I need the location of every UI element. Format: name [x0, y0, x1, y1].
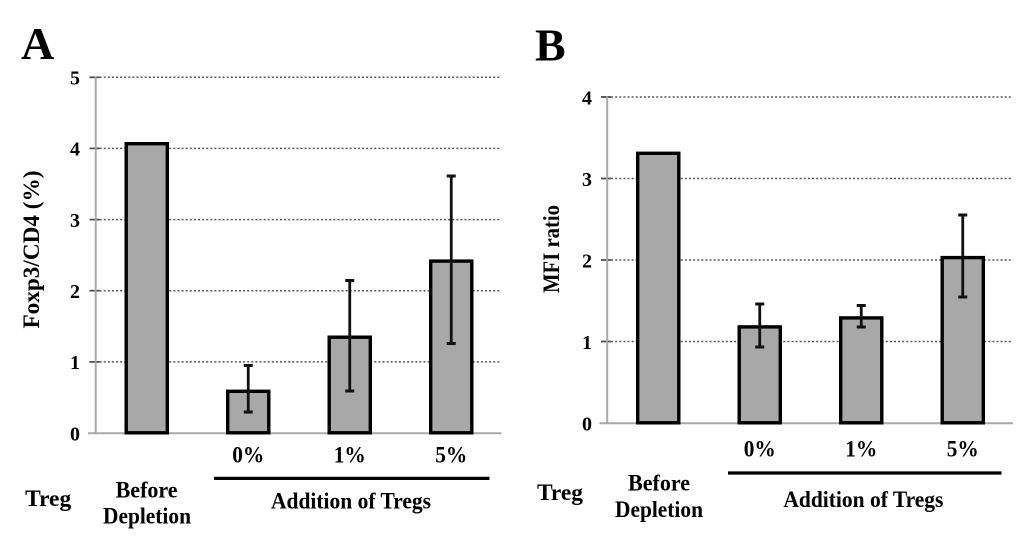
svg-text:0%: 0%	[232, 443, 264, 468]
svg-text:1%: 1%	[334, 443, 366, 468]
svg-text:4: 4	[70, 139, 80, 161]
svg-text:3: 3	[70, 210, 80, 232]
svg-text:Treg: Treg	[537, 480, 584, 505]
svg-text:5%: 5%	[435, 443, 467, 468]
svg-text:Before: Before	[116, 478, 178, 503]
svg-text:1%: 1%	[845, 437, 877, 462]
svg-text:1: 1	[582, 332, 592, 354]
svg-text:0: 0	[70, 423, 80, 445]
svg-text:4: 4	[582, 87, 592, 109]
svg-text:B: B	[535, 20, 566, 71]
svg-text:0%: 0%	[744, 437, 776, 462]
svg-text:Depletion: Depletion	[615, 497, 703, 522]
svg-text:Before: Before	[628, 471, 690, 496]
svg-text:Addition of Tregs: Addition of Tregs	[783, 487, 943, 512]
svg-text:1: 1	[70, 352, 80, 374]
svg-text:Addition of Tregs: Addition of Tregs	[271, 488, 431, 513]
svg-text:Depletion: Depletion	[103, 503, 191, 528]
svg-text:2: 2	[582, 250, 592, 272]
svg-text:A: A	[21, 18, 54, 69]
svg-text:MFI ratio: MFI ratio	[539, 205, 564, 293]
svg-text:5: 5	[70, 68, 80, 90]
svg-text:3: 3	[582, 169, 592, 191]
svg-text:Foxp3/CD4 (%): Foxp3/CD4 (%)	[19, 171, 44, 329]
svg-text:2: 2	[70, 281, 80, 303]
svg-text:0: 0	[582, 413, 592, 435]
svg-text:Treg: Treg	[25, 486, 72, 511]
svg-text:5%: 5%	[947, 437, 979, 462]
